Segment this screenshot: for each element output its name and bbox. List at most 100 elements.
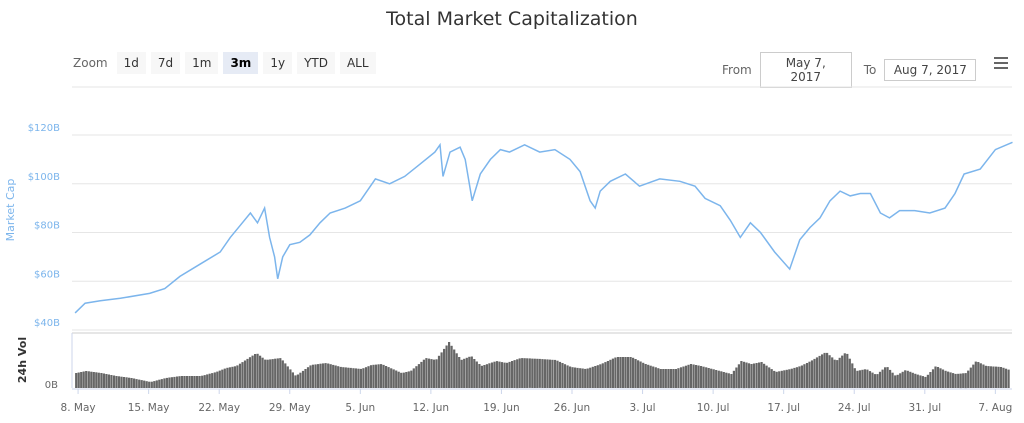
volume-bar [868, 371, 872, 388]
volume-bar [311, 364, 315, 388]
volume-bar [422, 359, 425, 388]
volume-bar [135, 379, 138, 388]
volume-bar [637, 360, 640, 388]
chart-title: Total Market Capitalization [386, 8, 638, 30]
volume-bar [397, 371, 400, 388]
volume-bar [385, 366, 388, 388]
volume-bar [964, 373, 967, 389]
volume-bar [372, 364, 375, 388]
volume-bar [352, 368, 355, 388]
volume-bar [962, 373, 965, 388]
volume-bar [246, 358, 249, 388]
volume-bar [503, 362, 506, 388]
volume-bar [712, 369, 715, 388]
volume-bar [664, 369, 667, 388]
volume-bar [480, 365, 483, 388]
hamburger-menu-icon[interactable] [994, 57, 1008, 72]
x-tick-label: 12. Jun [413, 402, 449, 414]
volume-bar [453, 349, 456, 388]
zoom-7d-button[interactable]: 7d [150, 52, 181, 74]
volume-bar [843, 353, 846, 388]
volume-bar [344, 367, 347, 388]
zoom-3m-button[interactable]: 3m [223, 52, 259, 74]
volume-bar [306, 367, 310, 388]
volume-bar [947, 371, 950, 388]
volume-bar [576, 367, 579, 388]
volume-bar [566, 365, 569, 388]
volume-bar [236, 365, 239, 388]
zoom-all-button[interactable]: ALL [339, 52, 376, 74]
zoom-1y-button[interactable]: 1y [263, 52, 293, 74]
volume-bar [188, 376, 191, 388]
volume-bar [223, 368, 226, 388]
zoom-1m-button[interactable]: 1m [185, 52, 219, 74]
volume-bar [715, 370, 718, 388]
volume-bar [621, 357, 625, 388]
volume-bar [148, 381, 151, 388]
volume-bar [579, 368, 582, 388]
volume-bar [863, 369, 866, 388]
x-tick-label: 10. Jul [697, 402, 730, 414]
volume-bar [528, 358, 531, 388]
volume-bar [561, 363, 564, 388]
volume-bar [810, 360, 814, 388]
volume-bar [876, 374, 879, 388]
volume-bar [437, 355, 441, 388]
volume-bar [324, 363, 327, 388]
volume-bar [737, 364, 740, 389]
volume-bar [606, 361, 609, 388]
volume-bar [929, 372, 932, 388]
volume-bar [697, 365, 700, 388]
volume-bar [788, 369, 791, 388]
volume-bar [644, 364, 647, 388]
volume-bar [432, 359, 436, 388]
volume-bar [861, 369, 864, 388]
volume-bar [813, 358, 816, 388]
volume-bar [440, 352, 443, 388]
volume-bar [821, 354, 824, 388]
zoom-1d-button[interactable]: 1d [116, 52, 146, 74]
volume-bar [523, 358, 526, 388]
volume-bar [216, 371, 219, 388]
volume-bar [954, 373, 957, 388]
volume-bar [475, 361, 478, 388]
volume-bar [354, 368, 357, 388]
from-date-input[interactable]: May 7, 2017 [759, 52, 852, 88]
volume-bar [818, 355, 821, 388]
volume-bar [626, 357, 630, 388]
volume-bar [652, 366, 655, 388]
volume-bar [793, 367, 796, 388]
volume-bar [695, 365, 698, 388]
volume-bar [760, 362, 763, 388]
x-tick-label: 19. Jun [483, 402, 519, 414]
y-tick-label: $40B [34, 318, 60, 329]
volume-bar [359, 368, 362, 388]
volume-bar [261, 357, 264, 388]
volume-bar [707, 368, 710, 388]
volume-bar [511, 361, 514, 388]
volume-bar [327, 363, 330, 388]
to-date-input[interactable]: Aug 7, 2017 [884, 59, 977, 81]
volume-bar [455, 353, 458, 388]
volume-bar [206, 374, 209, 388]
volume-bar [969, 367, 972, 388]
volume-bar [145, 381, 148, 388]
volume-bar [143, 380, 146, 388]
volume-bar [102, 373, 105, 388]
volume-bar [601, 363, 604, 388]
volume-bar [364, 367, 368, 388]
volume-bar [904, 370, 907, 388]
volume-bar [662, 369, 665, 388]
volume-bar [196, 376, 199, 388]
volume-bar [901, 371, 904, 388]
volume-bar [317, 364, 320, 388]
volume-bar [468, 356, 471, 388]
volume-bar [314, 364, 317, 388]
volume-bar [899, 373, 902, 388]
volume-bar [624, 357, 627, 388]
zoom-ytd-button[interactable]: YTD [297, 52, 335, 74]
volume-bar [470, 356, 473, 388]
volume-bar [450, 345, 453, 388]
volume-bar [639, 361, 642, 388]
